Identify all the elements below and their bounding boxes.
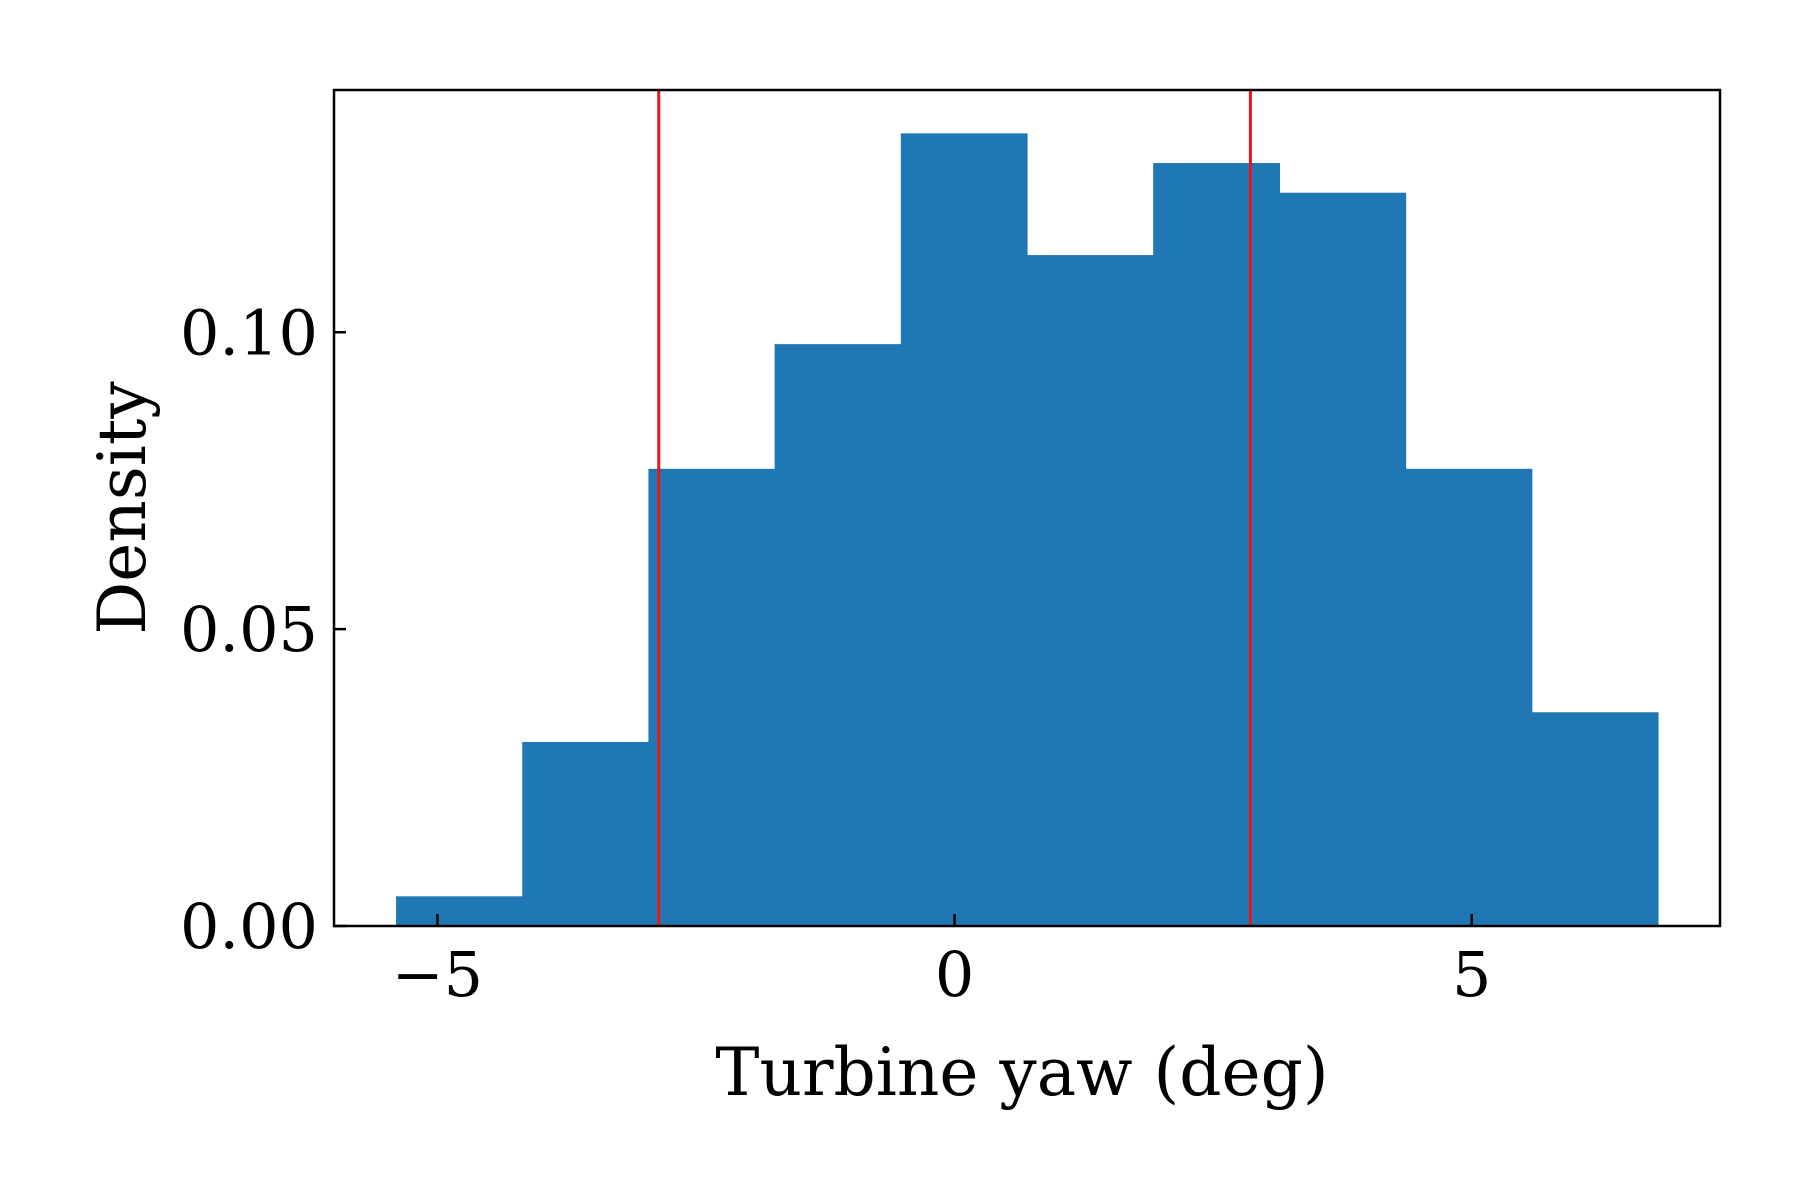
histogram-bar-4 <box>900 133 1028 926</box>
x-axis-ticks: −5 0 5 <box>392 914 1491 1011</box>
y-axis-ticks: 0.00 0.05 0.10 <box>180 296 346 963</box>
x-tick-label: −5 <box>392 938 483 1011</box>
histogram-bar-9 <box>1531 712 1659 926</box>
y-tick-label: 0.10 <box>180 296 318 369</box>
histogram-bar-3 <box>774 344 902 926</box>
histogram-bar-7 <box>1279 192 1407 926</box>
y-axis-title: Density <box>84 381 161 635</box>
histogram-bar-5 <box>1027 255 1154 926</box>
histogram-bar-1 <box>522 741 650 926</box>
histogram-bar-6 <box>1153 163 1280 926</box>
histogram-bar-0 <box>396 896 523 926</box>
y-tick-label: 0.05 <box>180 593 318 666</box>
histogram-bars <box>396 133 1659 926</box>
histogram-bar-2 <box>648 468 776 926</box>
x-axis-title: Turbine yaw (deg) <box>715 1034 1328 1111</box>
reference-lines <box>657 90 1252 926</box>
histogram-bar-8 <box>1405 468 1533 926</box>
plot-frame <box>332 88 1722 928</box>
y-tick-label: 0.00 <box>180 890 318 963</box>
x-tick-label: 0 <box>935 938 974 1011</box>
x-tick-label: 5 <box>1452 938 1491 1011</box>
